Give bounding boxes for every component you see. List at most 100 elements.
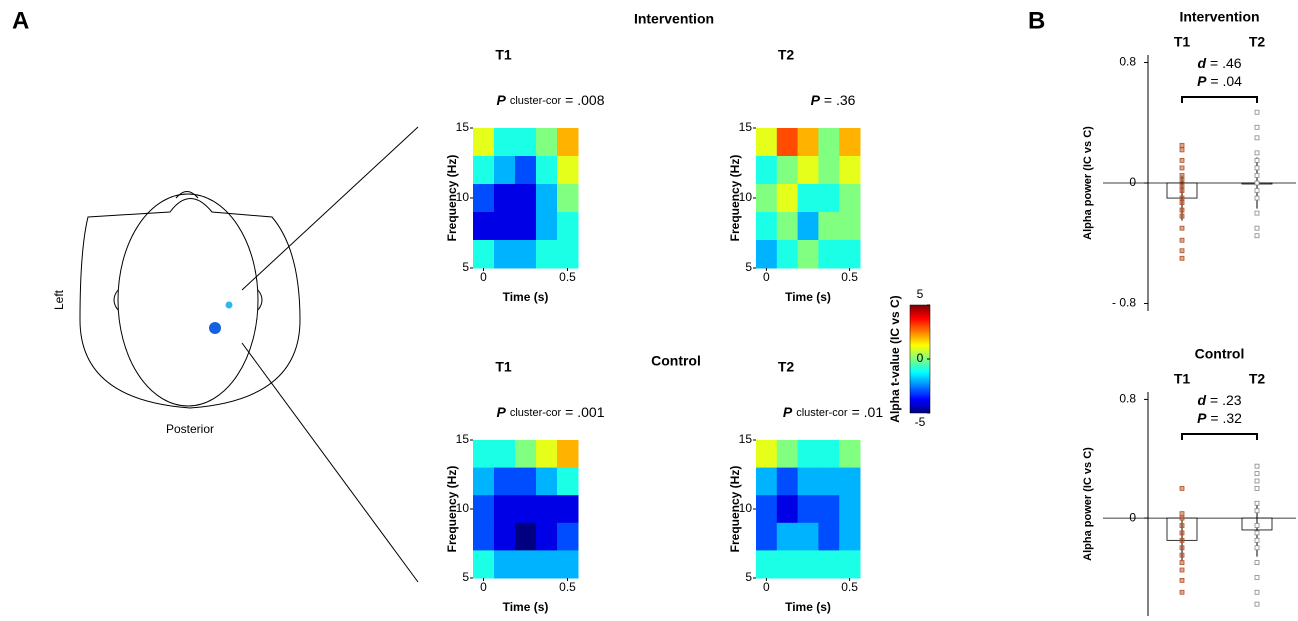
- data-point: [1180, 249, 1184, 253]
- data-point: [1180, 173, 1184, 177]
- x-tick-label: 0: [480, 270, 487, 284]
- y-axis-title: Frequency (Hz): [445, 466, 459, 553]
- heatmap-cell: [839, 440, 860, 468]
- heatmap-cell: [756, 440, 777, 468]
- data-point: [1180, 531, 1184, 535]
- y-tick-label: 5: [917, 287, 924, 301]
- heatmap-cell: [818, 212, 839, 241]
- data-point: [1180, 486, 1184, 490]
- data-point: [1180, 590, 1184, 594]
- data-point: [1180, 568, 1184, 572]
- heatmap-cell: [818, 240, 839, 269]
- y-tick-label: 15: [739, 120, 753, 134]
- heatmap-cell: [777, 156, 798, 185]
- data-point: [1180, 578, 1184, 582]
- heatmap-cell: [494, 240, 516, 269]
- colorbar-title: Alpha t-value (IC vs C): [888, 295, 902, 422]
- data-point: [1255, 189, 1259, 193]
- heatmap-cell: [777, 212, 798, 241]
- stat-symbol: P: [496, 92, 506, 108]
- heatmap-cell: [777, 550, 798, 578]
- heatmap-cell: [839, 550, 860, 578]
- heatmap-cell: [839, 523, 860, 551]
- x-tick-label: 0: [763, 270, 770, 284]
- heatmap-cell: [494, 128, 516, 157]
- data-point: [1255, 546, 1259, 550]
- heatmap-cell: [557, 240, 579, 269]
- data-point: [1180, 208, 1184, 212]
- y-axis-title: Frequency (Hz): [728, 155, 742, 242]
- heatmap-cell: [473, 240, 495, 269]
- y-tick-label: 15: [456, 120, 470, 134]
- data-point: [1180, 561, 1184, 565]
- x-tick-label: 0.5: [559, 580, 576, 594]
- category-label: T1: [1174, 371, 1191, 387]
- y-tick-label: -5: [915, 415, 926, 429]
- heatmap-cell: [536, 212, 558, 241]
- heatmap-cell: [777, 468, 798, 496]
- data-point: [1180, 238, 1184, 242]
- heatmap-cell: [798, 240, 819, 269]
- data-point: [1255, 110, 1259, 114]
- y-axis-title: Alpha power (IC vs C): [1082, 126, 1094, 240]
- data-point: [1180, 538, 1184, 542]
- data-point: [1255, 173, 1259, 177]
- data-point: [1180, 143, 1184, 147]
- y-tick-label: 5: [462, 570, 469, 584]
- heatmap-cell: [756, 240, 777, 269]
- stat-value: = .001: [565, 404, 605, 420]
- heatmap-cell: [839, 240, 860, 269]
- heatmap-cell: [494, 184, 516, 213]
- heatmap-cell: [756, 523, 777, 551]
- y-tick-label: 0: [917, 351, 924, 365]
- heatmap-cell: [756, 156, 777, 185]
- heatmap-title: T2: [778, 359, 795, 375]
- stat-symbol: P: [1197, 410, 1207, 426]
- y-tick-label: 0.8: [1119, 55, 1136, 69]
- data-point: [1255, 181, 1259, 185]
- heatmap-cell: [777, 240, 798, 269]
- heatmap-cell: [515, 212, 537, 241]
- heatmap-cell: [839, 468, 860, 496]
- heatmap-cell: [557, 128, 579, 157]
- stat-value: = .01: [852, 404, 884, 420]
- heatmap-cell: [798, 184, 819, 213]
- y-tick-label: 5: [745, 260, 752, 274]
- data-point: [1180, 158, 1184, 162]
- x-axis-title: Time (s): [785, 290, 831, 304]
- y-tick-label: 15: [739, 432, 753, 446]
- heatmap-cell: [798, 128, 819, 157]
- heatmap-cell: [557, 156, 579, 185]
- heatmap-cell: [818, 156, 839, 185]
- data-point: [1255, 575, 1259, 579]
- heatmap-title: T1: [495, 47, 512, 63]
- head-label: Left: [52, 289, 66, 310]
- y-axis-title: Alpha power (IC vs C): [1082, 447, 1094, 561]
- heatmap-cell: [818, 128, 839, 157]
- y-axis-title: Frequency (Hz): [445, 155, 459, 242]
- stat-text: P= .04: [1197, 73, 1242, 89]
- heatmap-cell: [473, 495, 495, 523]
- heatmap-cell: [494, 156, 516, 185]
- heatmap-cell: [557, 550, 579, 578]
- x-tick-label: 0.5: [841, 580, 858, 594]
- data-point: [1180, 256, 1184, 260]
- stat-value: = .46: [1210, 55, 1242, 71]
- heatmap-cell: [536, 523, 558, 551]
- heatmap-cell: [839, 128, 860, 157]
- stat-symbol: d: [1197, 55, 1206, 71]
- heatmap-cell: [818, 468, 839, 496]
- category-label: T2: [1249, 34, 1266, 50]
- data-point: [1255, 158, 1259, 162]
- heatmap-cell: [515, 523, 537, 551]
- data-point: [1180, 201, 1184, 205]
- heatmap-cell: [473, 440, 495, 468]
- heatmap-cell: [756, 128, 777, 157]
- category-label: T1: [1174, 34, 1191, 50]
- panel-label: B: [1028, 7, 1045, 34]
- heatmap-title: T1: [495, 359, 512, 375]
- heatmap-cell: [798, 523, 819, 551]
- stat-symbol: P: [1197, 73, 1207, 89]
- stat-symbol: P: [783, 404, 793, 420]
